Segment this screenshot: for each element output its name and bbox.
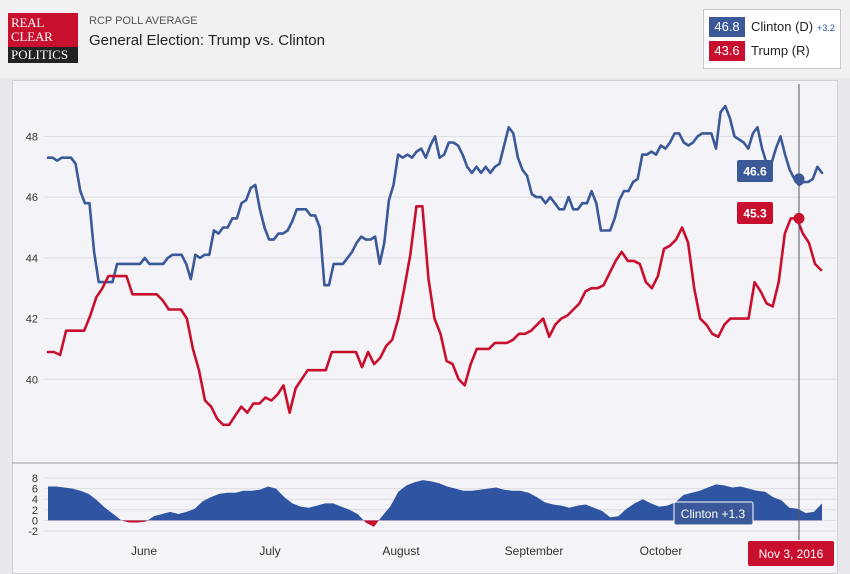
clinton-value-tooltip: 46.6 [743,164,767,178]
logo-text-clear: CLEAR [11,29,53,44]
x-tick-label: September [505,544,564,558]
spread-tick-label: 2 [32,505,38,517]
rcp-logo[interactable]: REAL CLEAR POLITICS [8,13,78,63]
legend-trump-name: Trump (R) [751,43,810,58]
logo-text-politics: POLITICS [11,47,69,62]
spread-tick-label: 4 [32,494,38,506]
y-tick-label: 42 [26,314,38,326]
header: REAL CLEAR POLITICS RCP POLL AVERAGE Gen… [0,0,850,78]
spread-tick-label: -2 [28,526,38,538]
legend-clinton-spread: +3.2 [817,23,835,33]
trump-value-tooltip: 45.3 [743,206,767,220]
x-tick-label: October [640,544,683,558]
trump-value-tooltip-box [737,202,773,224]
y-tick-label: 44 [26,253,38,265]
trump-hover-dot[interactable] [793,212,805,224]
legend-trump-value: 43.6 [709,41,745,61]
y-tick-label: 40 [26,374,38,386]
spread-area-clinton[interactable] [48,480,822,527]
spread-tick-label: 0 [32,515,38,527]
clinton-value-tooltip-box [737,160,773,182]
legend-clinton-label: Clinton (D) [751,19,814,34]
spread-tooltip: Clinton +1.3 [681,507,746,521]
x-tick-label: June [131,544,157,558]
trump-line[interactable] [46,205,823,427]
date-tooltip: Nov 3, 2016 [759,547,824,561]
logo-politics-band: POLITICS [8,47,78,63]
x-tick-label: July [259,544,280,558]
spread-tick-label: 8 [32,473,38,485]
logo-text-real: REAL [11,15,45,30]
clinton-line[interactable] [46,104,824,287]
chart-kicker: RCP POLL AVERAGE [89,15,198,27]
spread-tick-label: 6 [32,484,38,496]
clinton-hover-dot[interactable] [793,173,805,185]
legend-clinton-value: 46.8 [709,17,745,37]
y-tick-label: 48 [26,131,38,143]
y-tick-label: 46 [26,192,38,204]
date-tooltip-box [748,541,834,566]
spread-tooltip-frame [673,501,754,526]
x-tick-label: August [382,544,420,558]
chart-title: General Election: Trump vs. Clinton [89,32,325,49]
legend: 46.8 Clinton (D) +3.2 43.6 Trump (R) [703,9,841,69]
legend-clinton-name: Clinton (D) +3.2 [751,19,835,34]
